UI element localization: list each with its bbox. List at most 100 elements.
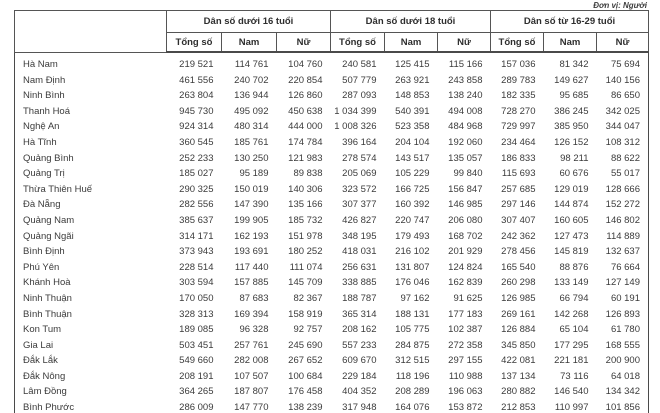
value-cell: 314 171 xyxy=(179,230,214,242)
value-cell: 364 265 xyxy=(179,386,214,398)
value-cell: 328 313 xyxy=(179,308,214,320)
value-cell: 145 709 xyxy=(288,277,323,289)
value-cell: 284 875 xyxy=(395,339,430,351)
value-cell: 132 637 xyxy=(605,246,640,258)
province-label: Hà Nam xyxy=(23,58,58,70)
value-cell: 110 997 xyxy=(554,402,589,413)
value-cell: 168 555 xyxy=(605,339,640,351)
value-cell: 365 314 xyxy=(342,308,377,320)
table-row: Quảng Trị 185 027 95 189 89 838 205 069 105 2… xyxy=(15,166,649,182)
value-cell: 495 092 xyxy=(234,105,269,117)
value-cell: 396 164 xyxy=(342,136,377,148)
value-cell: 87 683 xyxy=(239,292,269,304)
value-cell: 179 493 xyxy=(395,230,430,242)
value-cell: 73 116 xyxy=(560,370,589,382)
value-cell: 523 358 xyxy=(395,121,430,133)
value-cell: 135 057 xyxy=(448,152,483,164)
value-cell: 146 802 xyxy=(605,214,640,226)
value-cell: 166 725 xyxy=(395,183,430,195)
value-cell: 60 191 xyxy=(610,292,640,304)
value-cell: 156 847 xyxy=(448,183,483,195)
value-cell: 138 240 xyxy=(448,90,483,102)
subheader-male: Nam xyxy=(221,32,277,53)
value-cell: 278 456 xyxy=(501,246,536,258)
value-cell: 160 605 xyxy=(554,214,589,226)
value-cell: 148 853 xyxy=(395,90,430,102)
table-row: Lâm Đồng 364 265 187 807 176 458 404 352 208 … xyxy=(15,384,649,400)
value-cell: 104 760 xyxy=(288,59,323,70)
value-cell: 128 666 xyxy=(605,183,640,195)
value-cell: 252 233 xyxy=(179,152,214,164)
value-cell: 303 594 xyxy=(179,277,214,289)
value-cell: 240 581 xyxy=(342,59,377,70)
value-cell: 170 050 xyxy=(179,292,214,304)
value-cell: 97 162 xyxy=(400,292,430,304)
value-cell: 144 874 xyxy=(554,199,589,211)
value-cell: 344 047 xyxy=(605,121,640,133)
value-cell: 126 860 xyxy=(288,90,323,102)
value-cell: 177 183 xyxy=(448,308,483,320)
value-cell: 212 853 xyxy=(501,402,536,413)
value-cell: 278 574 xyxy=(342,152,377,164)
value-cell: 297 155 xyxy=(448,355,483,367)
value-cell: 66 794 xyxy=(559,292,589,304)
value-cell: 150 019 xyxy=(234,183,269,195)
subheader-female: Nữ xyxy=(437,32,491,53)
value-cell: 117 440 xyxy=(234,261,269,273)
value-cell: 282 556 xyxy=(179,199,214,211)
value-cell: 404 352 xyxy=(342,386,377,398)
value-cell: 61 780 xyxy=(610,324,640,336)
value-cell: 307 377 xyxy=(342,199,377,211)
value-cell: 187 807 xyxy=(234,386,269,398)
value-cell: 55 017 xyxy=(610,168,640,180)
value-cell: 348 195 xyxy=(342,230,377,242)
value-cell: 245 690 xyxy=(288,339,323,351)
value-cell: 142 268 xyxy=(554,308,589,320)
value-cell: 89 838 xyxy=(293,168,323,180)
value-cell: 121 983 xyxy=(288,152,323,164)
value-cell: 280 882 xyxy=(501,386,536,398)
value-cell: 228 514 xyxy=(179,261,214,273)
value-cell: 152 272 xyxy=(605,199,640,211)
value-cell: 129 019 xyxy=(554,183,589,195)
value-cell: 174 784 xyxy=(288,136,323,148)
value-cell: 208 162 xyxy=(342,324,377,336)
subheader-total: Tổng số xyxy=(330,32,385,53)
value-cell: 373 943 xyxy=(179,246,214,258)
subheader-male: Nam xyxy=(543,32,597,53)
subheader-total: Tổng số xyxy=(490,32,544,53)
table-row: Nghệ An 924 314 480 314 444 000 1 008 326 523… xyxy=(15,119,649,135)
table-row: Bình Phước 286 009 147 770 138 239 317 948 16… xyxy=(15,400,649,413)
table-row: Hà Nam 219 521 114 761 104 760 240 581 125 41… xyxy=(15,52,649,73)
value-cell: 60 676 xyxy=(559,168,589,180)
province-label: Ninh Bình xyxy=(23,90,65,102)
value-cell: 192 060 xyxy=(448,136,483,148)
value-cell: 147 770 xyxy=(234,402,269,413)
value-cell: 107 507 xyxy=(234,370,269,382)
value-cell: 64 018 xyxy=(610,370,640,382)
value-cell: 110 988 xyxy=(448,370,483,382)
value-cell: 160 392 xyxy=(395,199,430,211)
table-row: Khánh Hoà 303 594 157 885 145 709 338 885 176… xyxy=(15,275,649,291)
value-cell: 1 008 326 xyxy=(334,121,377,133)
value-cell: 188 787 xyxy=(342,292,377,304)
value-cell: 105 775 xyxy=(395,324,430,336)
value-cell: 385 950 xyxy=(554,121,589,133)
table-row: Quảng Nam 385 637 199 905 185 732 426 827 220… xyxy=(15,213,649,229)
province-label: Bình Thuận xyxy=(23,308,72,320)
value-cell: 290 325 xyxy=(179,183,214,195)
province-label: Đà Nẵng xyxy=(23,199,61,211)
value-cell: 385 637 xyxy=(179,214,214,226)
value-cell: 140 306 xyxy=(288,183,323,195)
value-cell: 131 807 xyxy=(395,261,430,273)
value-cell: 81 342 xyxy=(559,59,589,70)
value-cell: 126 985 xyxy=(501,292,536,304)
value-cell: 185 761 xyxy=(234,136,269,148)
value-cell: 164 076 xyxy=(395,402,430,413)
value-cell: 125 415 xyxy=(395,59,430,70)
value-cell: 422 081 xyxy=(501,355,536,367)
value-cell: 345 850 xyxy=(501,339,536,351)
value-cell: 484 968 xyxy=(448,121,483,133)
value-cell: 201 929 xyxy=(448,246,483,258)
value-cell: 221 181 xyxy=(554,355,589,367)
